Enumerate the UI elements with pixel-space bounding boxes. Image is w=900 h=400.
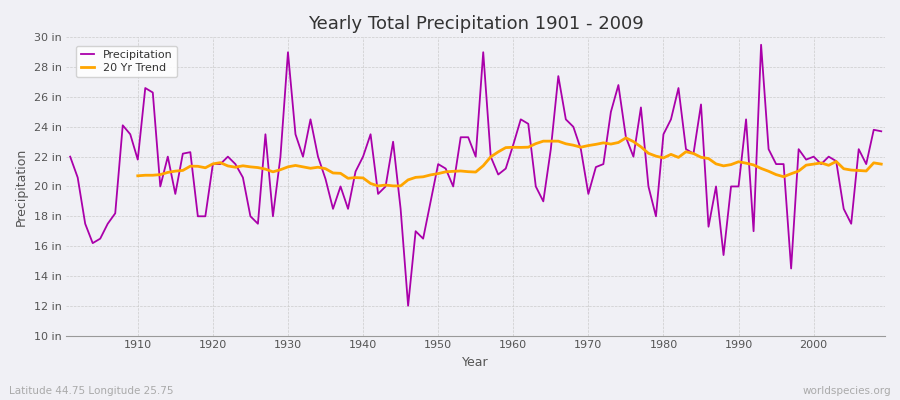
20 Yr Trend [523,145,534,150]
Text: Latitude 44.75 Longitude 25.75: Latitude 44.75 Longitude 25.75 [9,386,174,396]
Precipitation [290,132,301,137]
Legend: Precipitation, 20 Yr Trend: Precipitation, 20 Yr Trend [76,46,177,77]
Precipitation [606,110,616,114]
20 Yr Trend [583,143,594,148]
20 Yr Trend [876,162,886,166]
Y-axis label: Precipitation: Precipitation [15,147,28,226]
Precipitation [402,303,413,308]
Precipitation [508,142,518,147]
Precipitation [876,129,886,134]
20 Yr Trend [373,184,383,188]
20 Yr Trend [275,167,286,172]
20 Yr Trend [620,136,631,140]
20 Yr Trend [132,173,143,178]
Text: worldspecies.org: worldspecies.org [803,386,891,396]
Precipitation [756,42,767,47]
20 Yr Trend [853,168,864,173]
20 Yr Trend [305,166,316,171]
Precipitation [125,132,136,137]
X-axis label: Year: Year [463,356,489,369]
Title: Yearly Total Precipitation 1901 - 2009: Yearly Total Precipitation 1901 - 2009 [308,15,644,33]
Precipitation [516,117,526,122]
20 Yr Trend [831,159,842,164]
Line: Precipitation: Precipitation [70,45,881,306]
Precipitation [335,184,346,189]
Precipitation [65,154,76,159]
Line: 20 Yr Trend: 20 Yr Trend [138,138,881,186]
